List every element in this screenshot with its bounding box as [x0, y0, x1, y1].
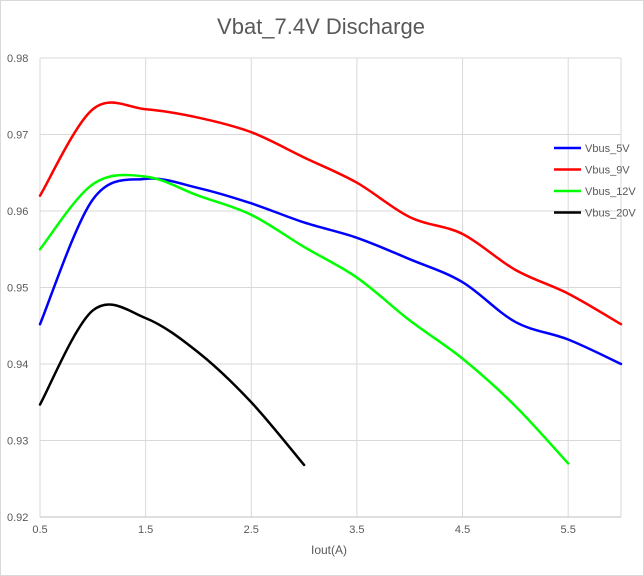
legend: Vbus_5V Vbus_9V Vbus_12V Vbus_20V	[554, 143, 636, 220]
series-line-vbus-5v	[38, 177, 623, 366]
x-tick-label: 0.5	[32, 524, 47, 536]
y-tick-label: 0.92	[7, 512, 28, 524]
y-tick-label: 0.95	[7, 283, 28, 295]
legend-label-vbus-9v: Vbus_9V	[585, 165, 630, 177]
chart-title: Vbat_7.4V Discharge	[217, 14, 425, 39]
series-line-vbus-20v	[38, 303, 306, 467]
legend-label-vbus-20v: Vbus_20V	[585, 208, 636, 220]
legend-label-vbus-12v: Vbus_12V	[585, 186, 636, 198]
y-tick-label: 0.94	[7, 359, 28, 371]
y-tick-label: 0.97	[7, 130, 28, 142]
y-tick-label: 0.93	[7, 436, 28, 448]
y-tick-label: 0.96	[7, 206, 28, 218]
series-line-vbus-9v	[38, 101, 623, 326]
series-line-vbus-12v	[38, 173, 570, 465]
y-tick-label: 0.98	[7, 53, 28, 65]
x-tick-label: 2.5	[244, 524, 259, 536]
tick-labels: 0.92 0.93 0.94 0.95 0.96 0.97 0.98 0.5 1.5 2.5 3.5…	[7, 53, 576, 536]
x-tick-label: 3.5	[349, 524, 364, 536]
x-tick-label: 4.5	[455, 524, 470, 536]
series-lines	[38, 101, 623, 467]
grid	[39, 57, 622, 518]
x-tick-label: 1.5	[138, 524, 153, 536]
x-axis-label: Iout(A)	[311, 543, 347, 557]
x-tick-label: 5.5	[561, 524, 576, 536]
legend-label-vbus-5v: Vbus_5V	[585, 143, 630, 155]
